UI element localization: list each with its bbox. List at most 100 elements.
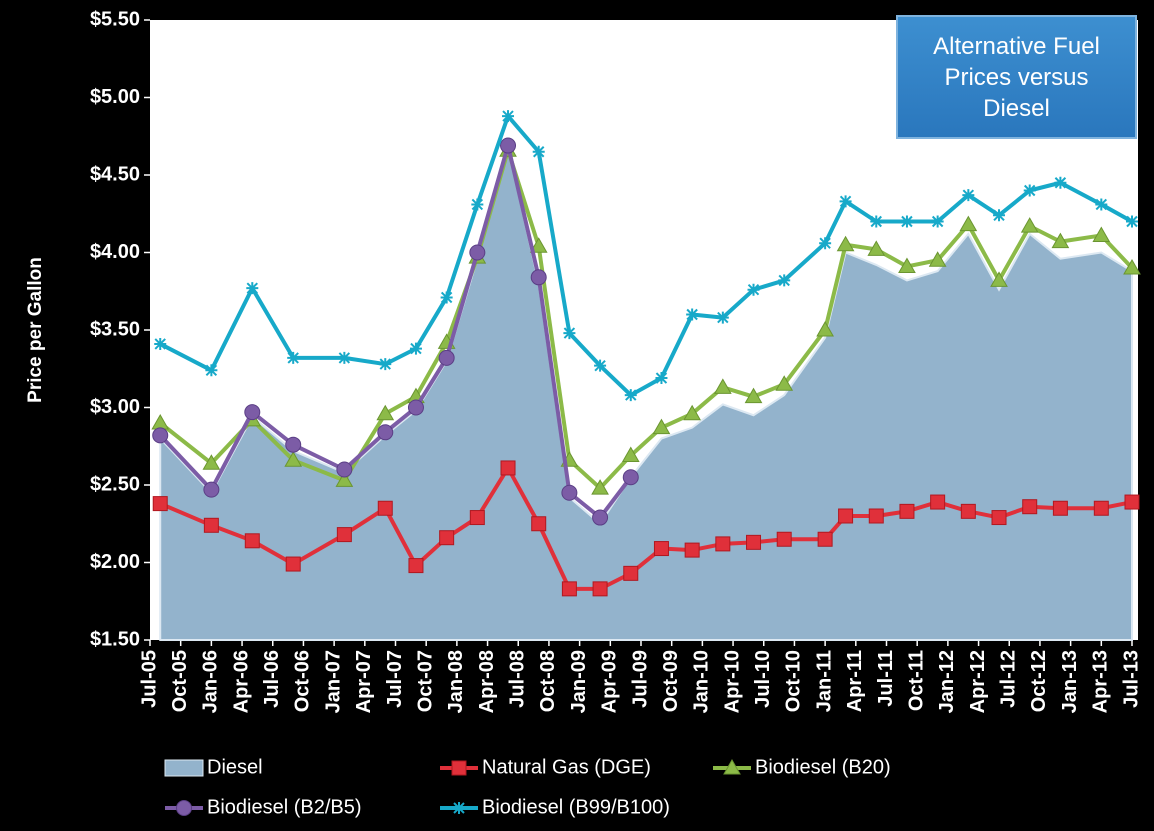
x-tick-label: Oct-05 [169,650,191,712]
x-tick-label: Apr-07 [353,650,375,713]
marker [622,469,639,486]
y-tick-label: $5.50 [90,8,140,30]
marker [336,461,353,478]
marker [819,237,832,250]
marker [778,274,791,287]
y-tick-label: $2.50 [90,473,140,495]
marker [776,531,792,547]
marker [1051,232,1070,249]
marker [152,427,169,444]
marker [453,802,465,814]
marker [624,389,637,402]
x-tick-label: Jan-06 [200,650,222,713]
x-tick-label: Oct-07 [414,650,436,712]
series [152,137,639,526]
x-tick-label: Jul-11 [875,650,897,707]
marker [591,479,609,495]
x-tick-label: Jul-06 [261,650,283,708]
marker [723,758,741,775]
marker [1054,176,1067,189]
marker [991,510,1007,526]
series [154,110,1138,402]
marker [377,500,393,516]
x-tick-label: Jan-11 [813,650,835,712]
marker [176,800,192,816]
x-tick-label: Jul-07 [384,650,406,708]
x-tick-label: Apr-10 [721,650,743,713]
marker [1126,215,1138,228]
marker [377,424,394,441]
marker [469,510,485,526]
marker [817,531,833,547]
marker [203,517,219,533]
marker [205,364,218,377]
x-tick-label: Oct-11 [905,650,927,711]
x-tick-label: Apr-11 [844,650,866,712]
marker [502,110,515,123]
marker [928,251,947,267]
marker [959,215,978,232]
marker [379,358,392,371]
marker [838,508,854,524]
chart-title: Alternative Fuel Prices versus Diesel [896,15,1137,139]
marker [1095,198,1108,211]
marker [530,269,547,286]
marker [408,558,424,574]
y-tick-label: $5.00 [90,86,140,108]
marker [532,145,545,158]
marker [563,327,576,340]
marker [621,446,640,463]
marker [500,137,517,154]
marker [244,533,260,549]
line [158,148,1134,491]
x-tick-label: Apr-12 [967,650,989,713]
x-tick-label: Jul-05 [138,650,160,708]
marker [898,257,916,273]
y-tick-label: $1.50 [90,628,140,650]
x-tick-label: Jan-10 [691,650,713,713]
marker [655,372,668,385]
marker [683,404,702,421]
marker [867,240,886,256]
marker [202,454,221,470]
marker [816,320,834,337]
marker [592,509,609,526]
y-tick-label: $4.50 [90,163,140,185]
marker [284,451,303,467]
legend-label: Diesel [207,756,263,778]
legend-label: Biodiesel (B99/B100) [482,796,670,818]
marker [716,311,729,324]
legend-label: Biodiesel (B2/B5) [207,796,362,818]
x-tick-label: Apr-13 [1090,650,1112,713]
marker [439,530,455,546]
marker [335,471,354,487]
x-tick-label: Jul-13 [1120,650,1142,708]
x-tick-label: Apr-09 [599,650,621,713]
marker [744,387,763,404]
marker [653,541,669,557]
y-tick-label: $3.50 [90,318,140,340]
marker [246,282,259,295]
marker [440,291,453,304]
x-tick-label: Oct-09 [660,650,682,712]
marker [623,565,639,581]
marker [203,481,220,498]
marker [1023,184,1036,197]
marker [409,342,422,355]
marker [652,418,671,435]
x-tick-label: Oct-12 [1028,650,1050,712]
marker [561,581,577,597]
marker [775,375,794,391]
marker [561,484,578,501]
marker [899,503,915,519]
line [159,114,1133,398]
line [158,143,633,520]
y-tick-label: $4.00 [90,241,140,263]
marker [993,209,1006,222]
marker [592,581,608,597]
x-tick-label: Jan-08 [445,650,467,713]
marker [1022,499,1038,515]
marker [686,308,699,321]
marker [376,404,395,421]
